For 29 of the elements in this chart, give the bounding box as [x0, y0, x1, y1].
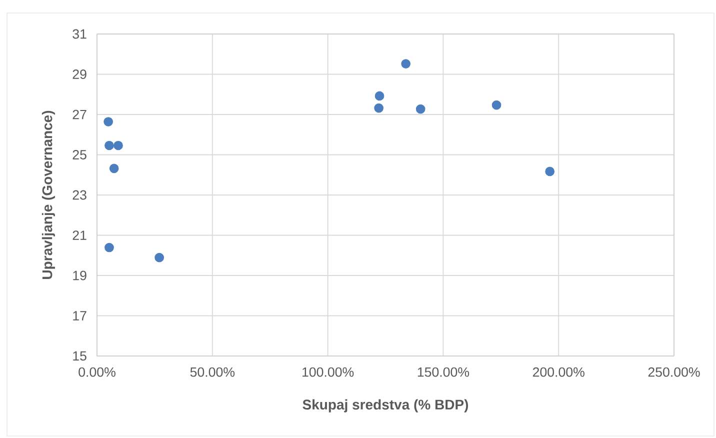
x-tick-label: 150.00%: [418, 367, 470, 377]
point: [109, 164, 119, 174]
x-tick-label: 0.00%: [78, 367, 116, 377]
y-tick-label: 21: [72, 230, 86, 240]
y-tick-label: 17: [73, 311, 86, 320]
point: [114, 140, 123, 150]
point: [545, 166, 554, 176]
x-tick-label: 50.00%: [190, 367, 235, 377]
x-tick-label: 250.00%: [648, 367, 700, 377]
point: [401, 59, 410, 68]
y-tick-label: 31: [72, 29, 86, 39]
point: [374, 103, 384, 113]
y-axis-title: Upravljanje (Governance): [42, 110, 55, 279]
y-tick-label: 29: [72, 70, 86, 79]
point: [374, 91, 384, 101]
x-tick-label: 100.00%: [302, 367, 354, 377]
y-tick-label: 15: [73, 351, 86, 361]
point: [104, 242, 114, 252]
y-tick-label: 23: [72, 190, 86, 200]
x-tick-label: 200.00%: [532, 367, 584, 377]
point: [104, 117, 113, 126]
x-axis-title: Skupaj sredstva (% BDP): [302, 399, 468, 412]
point: [492, 100, 502, 110]
y-tick-label: 25: [72, 150, 86, 160]
point: [104, 140, 114, 150]
point: [154, 252, 164, 262]
y-tick-label: 27: [72, 110, 86, 120]
y-tick-label: 19: [73, 270, 86, 280]
point: [416, 104, 426, 114]
